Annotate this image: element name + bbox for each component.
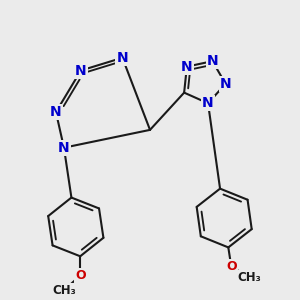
Text: O: O xyxy=(75,269,86,282)
Text: N: N xyxy=(202,96,214,110)
Text: N: N xyxy=(117,51,128,65)
Text: N: N xyxy=(50,105,62,119)
Text: N: N xyxy=(58,141,70,155)
Text: N: N xyxy=(181,60,193,74)
Text: CH₃: CH₃ xyxy=(52,284,76,297)
Text: N: N xyxy=(207,54,218,68)
Text: N: N xyxy=(75,64,87,77)
Text: O: O xyxy=(226,260,237,273)
Text: N: N xyxy=(220,77,231,91)
Text: CH₃: CH₃ xyxy=(237,271,261,284)
